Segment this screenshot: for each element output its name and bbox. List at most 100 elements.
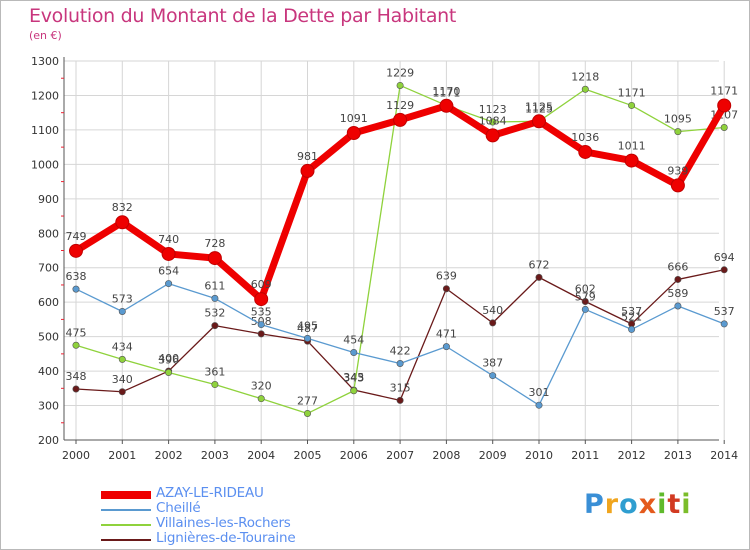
data-point <box>69 243 83 258</box>
data-point <box>489 372 497 380</box>
data-label: 1229 <box>386 66 414 79</box>
data-label: 602 <box>575 282 596 295</box>
data-point <box>254 292 269 307</box>
data-point <box>72 385 80 393</box>
legend-swatch <box>101 491 151 499</box>
data-point <box>115 215 130 230</box>
data-label: 345 <box>343 371 364 384</box>
data-label: 1170 <box>432 85 460 98</box>
x-tick-label: 2003 <box>201 449 229 462</box>
data-label: 579 <box>575 290 596 303</box>
data-point <box>165 368 173 376</box>
data-label: 1125 <box>525 100 553 113</box>
data-label: 1171 <box>618 86 646 99</box>
data-label: 454 <box>343 333 364 346</box>
data-point <box>300 163 315 178</box>
y-tick-label: 400 <box>38 365 59 378</box>
data-point <box>581 305 589 313</box>
data-point <box>350 348 358 356</box>
data-label: 487 <box>297 322 318 335</box>
data-point <box>118 355 126 363</box>
data-label: 532 <box>204 307 225 320</box>
x-tick-label: 2013 <box>664 449 692 462</box>
y-tick-label: 500 <box>38 331 59 344</box>
data-point <box>165 280 173 288</box>
x-tick-label: 2006 <box>340 449 368 462</box>
data-point <box>303 334 311 342</box>
data-label: 540 <box>482 304 503 317</box>
data-point <box>532 114 546 129</box>
data-label: 1095 <box>664 113 692 126</box>
x-tick-label: 2001 <box>108 449 136 462</box>
data-point <box>257 330 265 338</box>
data-label: 1218 <box>571 70 599 83</box>
data-label: 573 <box>112 292 133 305</box>
series-ligni-res-de-touraine: 3483404005325084873453156395406726025376… <box>66 251 735 404</box>
data-label: 315 <box>390 381 411 394</box>
data-point <box>628 101 636 109</box>
x-tick-label: 2005 <box>294 449 322 462</box>
data-point <box>535 401 543 409</box>
data-point <box>624 153 639 168</box>
data-label: 537 <box>621 305 642 318</box>
data-point <box>489 118 497 126</box>
logo-letter: i <box>657 489 668 520</box>
data-point <box>717 98 732 113</box>
data-label: 672 <box>529 258 550 271</box>
data-point <box>720 123 728 131</box>
x-tick-label: 2011 <box>571 449 599 462</box>
data-label: 611 <box>204 279 225 292</box>
y-tick-label: 800 <box>38 227 59 240</box>
legend-swatch <box>101 509 151 511</box>
data-point <box>670 178 685 193</box>
grid: 200 300 400 500 600 700 800 900 1000 1100 1200 1300… <box>31 55 738 462</box>
data-label: 1084 <box>479 114 507 127</box>
y-tick-label: 1300 <box>31 55 59 68</box>
data-point <box>211 322 219 330</box>
y-tick-label: 1100 <box>31 124 59 137</box>
data-point <box>393 112 408 127</box>
data-label: 521 <box>621 310 642 323</box>
data-label: 609 <box>251 278 272 291</box>
legend-label: Lignières-de-Touraine <box>156 530 296 546</box>
data-point <box>578 144 593 159</box>
data-label: 939 <box>667 164 688 177</box>
data-point <box>350 387 358 395</box>
data-label: 589 <box>667 287 688 300</box>
data-point <box>535 273 543 281</box>
data-label: 832 <box>112 201 133 214</box>
data-label: 639 <box>436 270 457 283</box>
data-label: 1171 <box>710 84 738 97</box>
data-point <box>72 285 80 293</box>
logo-letter: r <box>604 489 620 520</box>
data-point <box>72 341 80 349</box>
data-label: 694 <box>714 251 735 264</box>
y-tick-label: 600 <box>38 296 59 309</box>
logo-letter: i <box>681 489 692 520</box>
data-label: 1123 <box>479 103 507 116</box>
logo-letter: t <box>667 489 682 520</box>
data-point <box>118 388 126 396</box>
data-label: 537 <box>714 305 735 318</box>
data-label: 343 <box>343 372 364 385</box>
data-point <box>674 275 682 283</box>
series-azay-le-rideau: 749 832 740 728 609 981 1091 1129 1170 1084 1125 10… <box>66 84 738 307</box>
x-tick-label: 2000 <box>62 449 90 462</box>
data-label: 1036 <box>571 131 599 144</box>
legend-label: AZAY-LE-RIDEAU <box>156 485 264 501</box>
y-tick-label: 1200 <box>31 89 59 102</box>
data-point <box>346 126 361 141</box>
x-tick-label: 2010 <box>525 449 553 462</box>
x-tick-label: 2002 <box>155 449 183 462</box>
data-point <box>489 319 497 327</box>
x-tick-label: 2014 <box>710 449 738 462</box>
legend-swatch <box>101 539 151 541</box>
data-point <box>442 343 450 351</box>
chart-unit: (en €) <box>29 29 62 42</box>
data-point <box>442 285 450 293</box>
logo-letter: o <box>619 489 639 520</box>
data-point <box>396 396 404 404</box>
proxiti-logo: Proxiti <box>584 489 692 520</box>
